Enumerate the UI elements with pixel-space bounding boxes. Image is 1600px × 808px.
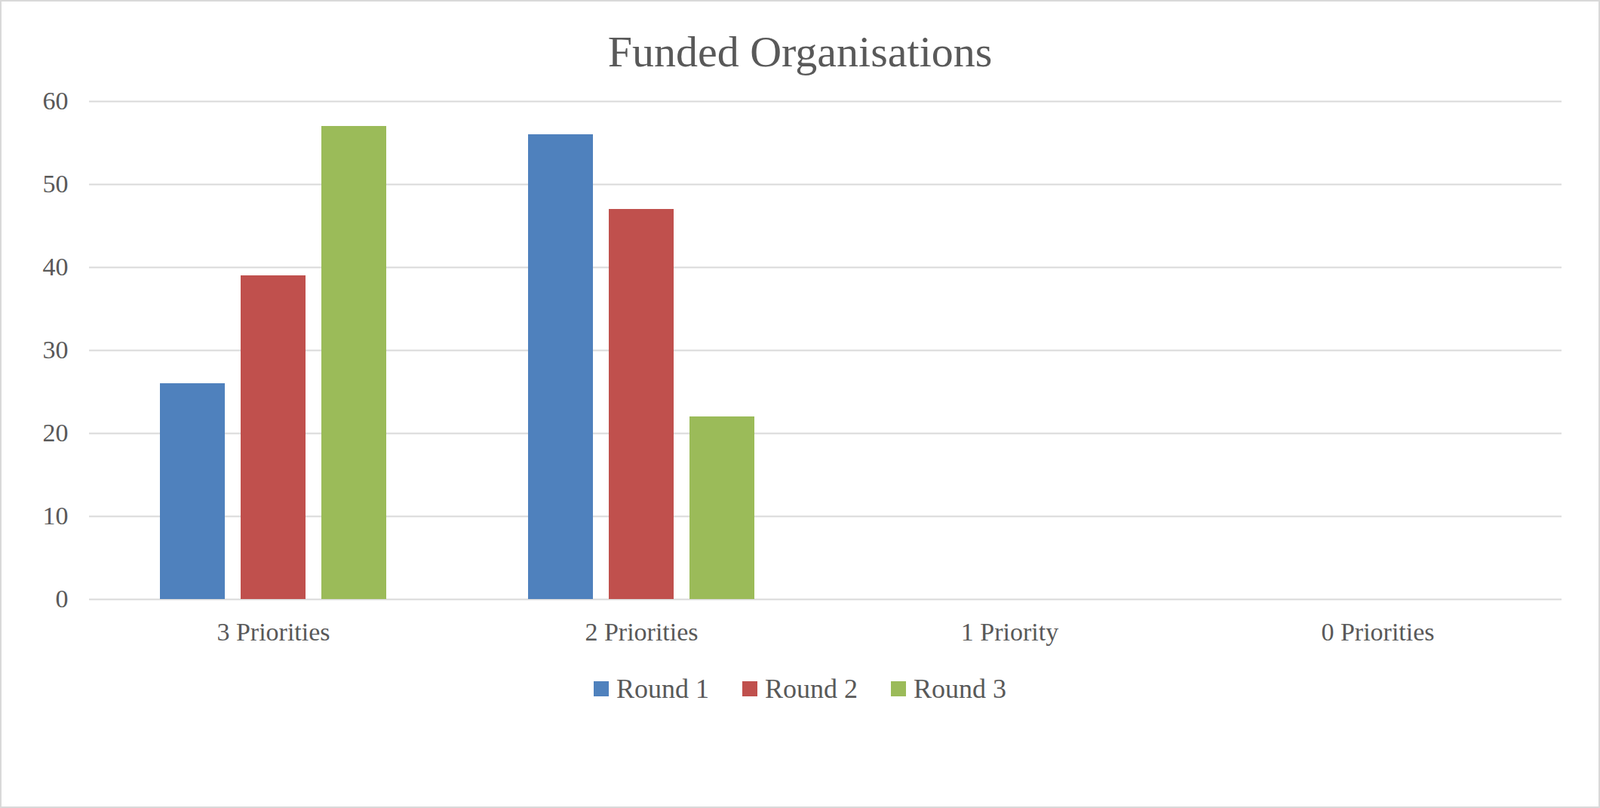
svg-text:0 Priorities: 0 Priorities: [1320, 617, 1435, 646]
svg-text:2 Priorities: 2 Priorities: [584, 617, 698, 646]
svg-text:30: 30: [42, 335, 69, 364]
svg-text:40: 40: [42, 252, 69, 281]
html-text:Funded Organisations: Funded Organisations: [607, 27, 993, 77]
svg-text:20: 20: [42, 418, 69, 447]
svg-text:1 Priority: 1 Priority: [961, 617, 1059, 646]
svg-text:0: 0: [55, 584, 69, 613]
html-text:Round 1: Round 1: [616, 673, 710, 704]
svg-text:60: 60: [42, 86, 69, 115]
svg-text:3 Priorities: 3 Priorities: [216, 617, 330, 646]
svg-text:50: 50: [42, 169, 69, 198]
html-text:Round 3: Round 3: [913, 673, 1007, 704]
html-text:Round 2: Round 2: [764, 673, 858, 704]
svg-text:10: 10: [42, 501, 69, 530]
